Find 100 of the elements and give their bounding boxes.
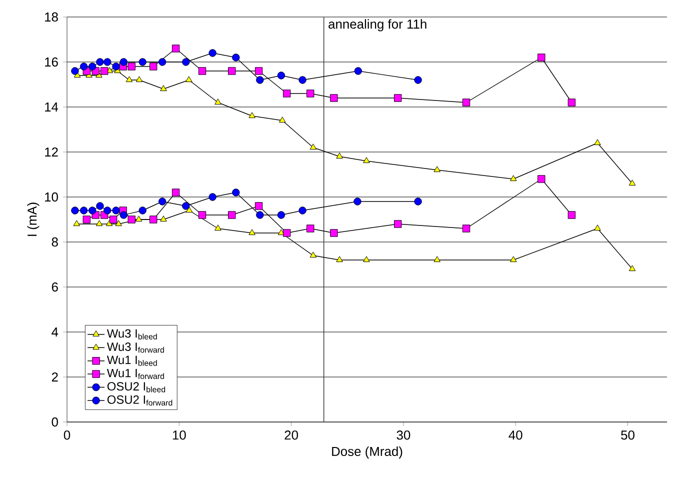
y-tick-label: 12 <box>45 147 58 157</box>
point <box>128 62 136 70</box>
point <box>71 206 79 214</box>
x-tick-label: 50 <box>621 430 634 440</box>
y-tick-label: 4 <box>52 328 58 336</box>
x-tick-label: 30 <box>396 430 410 440</box>
point <box>363 157 370 164</box>
point <box>394 94 402 102</box>
point <box>120 58 128 66</box>
point <box>254 67 263 75</box>
point <box>414 198 422 206</box>
point <box>150 216 158 224</box>
point <box>336 256 343 262</box>
point <box>462 98 470 106</box>
legend-label: OSU2 I$_{forward}$ <box>107 395 172 406</box>
point <box>158 58 166 66</box>
legend-label: OSU2 I$_{bleed}$ <box>107 382 166 392</box>
point <box>298 76 306 84</box>
point <box>256 76 264 84</box>
y-tick-label: 8 <box>52 237 58 247</box>
point <box>198 211 206 219</box>
x-tick-label: 10 <box>172 430 186 440</box>
point <box>112 62 120 70</box>
point <box>135 216 142 222</box>
y-tick-label: 14 <box>45 102 58 112</box>
point <box>138 206 146 214</box>
point <box>214 98 222 105</box>
point <box>510 175 517 182</box>
point <box>158 198 166 206</box>
point <box>354 67 362 75</box>
point <box>104 58 112 66</box>
y-tick-label: 6 <box>52 282 58 292</box>
point <box>363 256 370 262</box>
point <box>71 67 79 75</box>
point <box>538 54 546 62</box>
point <box>172 188 180 196</box>
point <box>394 220 402 228</box>
y-tick-label: 2 <box>52 372 58 382</box>
point <box>310 144 317 150</box>
point <box>198 67 206 75</box>
point <box>336 152 343 159</box>
point <box>434 166 440 172</box>
point <box>228 67 236 75</box>
point <box>228 211 236 219</box>
point <box>138 58 146 66</box>
point <box>136 76 143 82</box>
point <box>306 224 314 232</box>
x-axis-title: Dose (Mrad) <box>332 446 402 459</box>
point <box>186 76 192 82</box>
point <box>594 224 601 231</box>
point <box>96 58 104 66</box>
point <box>80 206 88 214</box>
point <box>434 256 440 262</box>
point <box>277 72 286 80</box>
point <box>214 224 222 231</box>
ref-line-label: annealing for 11h <box>328 19 426 32</box>
point <box>330 229 338 237</box>
y-axis-title: I (mA) <box>27 202 40 236</box>
point <box>628 180 636 186</box>
x-tick-label: 20 <box>284 430 298 440</box>
point <box>96 220 103 226</box>
point <box>414 76 422 84</box>
point <box>298 206 306 214</box>
point <box>186 206 193 213</box>
point <box>115 220 122 226</box>
point <box>128 216 136 224</box>
point <box>568 98 576 106</box>
point <box>109 216 118 224</box>
point <box>232 188 240 196</box>
point <box>160 85 167 92</box>
y-tick-label: 18 <box>45 12 58 22</box>
point <box>208 49 216 57</box>
point <box>104 206 112 214</box>
point <box>277 211 286 219</box>
point <box>182 202 190 210</box>
y-tick-label: 0 <box>52 417 58 427</box>
point <box>208 193 216 201</box>
point <box>282 90 291 98</box>
point <box>594 139 601 146</box>
point <box>150 62 158 70</box>
point <box>256 211 264 219</box>
point <box>354 198 362 206</box>
point <box>120 211 128 219</box>
point <box>88 62 96 70</box>
point <box>538 175 546 183</box>
point <box>88 206 96 214</box>
point <box>330 94 338 102</box>
point <box>278 116 286 123</box>
point <box>73 220 80 226</box>
point <box>254 202 263 210</box>
point <box>126 76 133 82</box>
x-tick-label: 40 <box>508 430 522 440</box>
legend-label: Wu1 I$_{forward}$ <box>106 368 164 380</box>
point <box>628 265 636 272</box>
point <box>568 211 576 219</box>
point <box>462 224 470 232</box>
point <box>306 90 314 98</box>
x-tick-label: 0 <box>64 430 70 440</box>
point <box>160 216 167 222</box>
point <box>80 62 88 70</box>
